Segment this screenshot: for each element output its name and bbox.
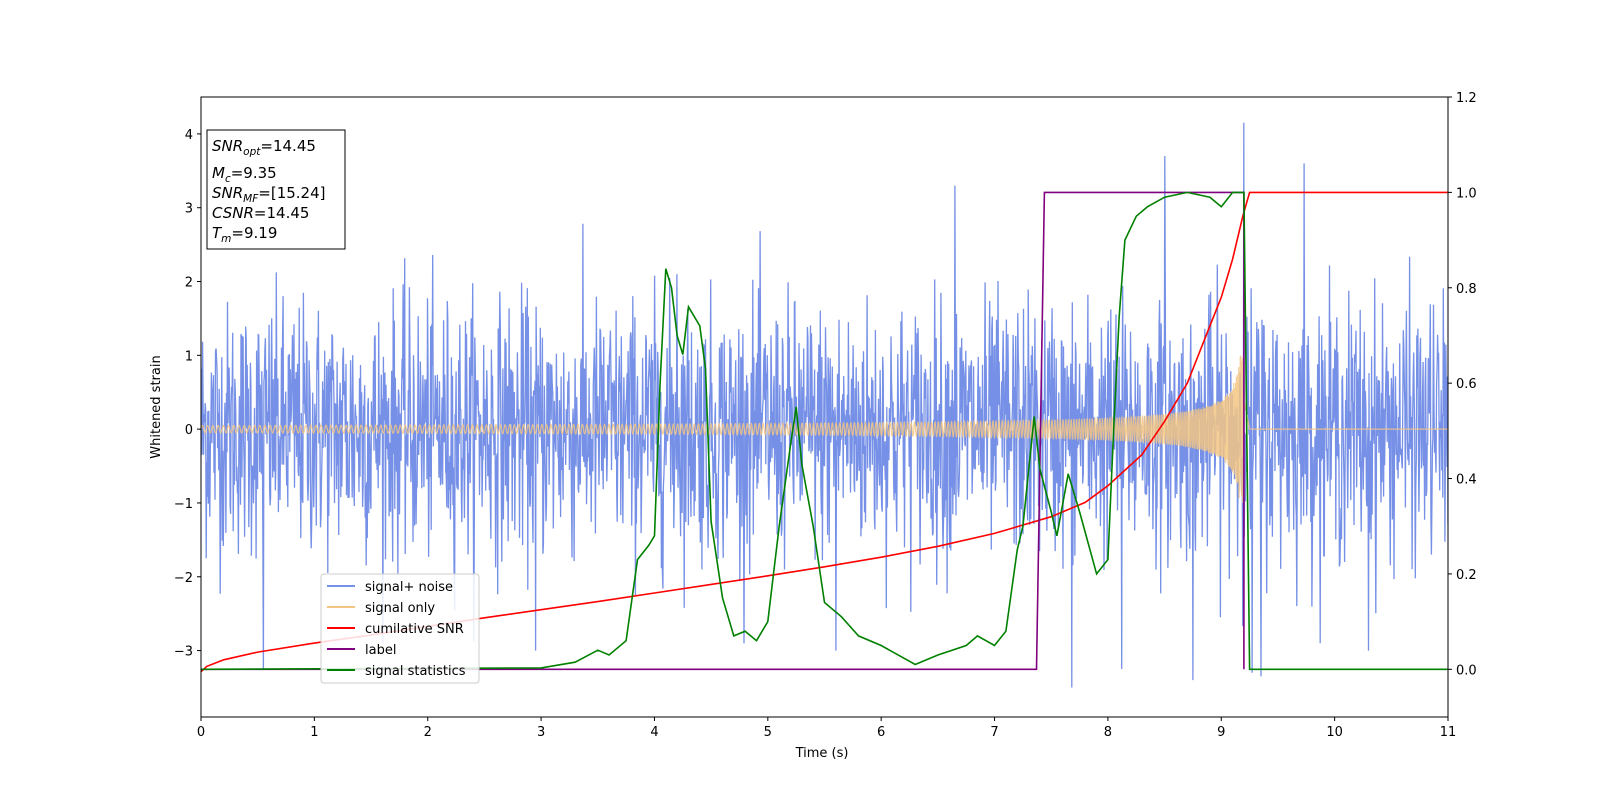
y-tick-label: 3 [185, 202, 193, 217]
annotation-line: CSNR=14.45 [212, 204, 309, 222]
y2-tick-label: 0.0 [1456, 663, 1477, 678]
legend-entry-label: label [365, 643, 396, 658]
x-tick-label: 10 [1326, 725, 1343, 740]
annotation-line: SNRopt=14.45 [212, 137, 316, 158]
x-tick-label: 2 [424, 725, 432, 740]
legend-frame [320, 573, 480, 684]
x-tick-label: 11 [1440, 725, 1457, 740]
y-axis-label: Whitened strain [149, 355, 164, 458]
y-tick-label: 2 [185, 276, 193, 291]
x-tick-label: 6 [877, 725, 885, 740]
legend: signal+ noise signal only cumilative SNR la… [320, 573, 480, 684]
annotation-frame [206, 129, 346, 250]
legend-entry-label: cumilative SNR [365, 622, 464, 637]
annotation-line: Mc=9.35 [212, 164, 277, 185]
y-axis-right: 0.0 0.2 0.4 0.6 0.8 1.0 1.2 [1448, 91, 1477, 678]
x-tick-label: 4 [650, 725, 658, 740]
y2-tick-label: 1.2 [1456, 91, 1477, 106]
x-tick-label: 9 [1217, 725, 1225, 740]
x-tick-label: 8 [1104, 725, 1112, 740]
annotation-line: Tm=9.19 [212, 224, 277, 245]
y-tick-label: −2 [174, 571, 193, 586]
x-axis: 0 1 2 3 4 5 6 7 8 9 10 11 [197, 717, 1456, 740]
x-tick-label: 3 [537, 725, 545, 740]
y-axis-left: −3 −2 −1 0 1 2 3 4 [174, 128, 201, 660]
legend-entry-label: signal+ noise [365, 580, 453, 595]
y-tick-label: 4 [185, 128, 193, 143]
annotation-line: SNRMF=[15.24] [212, 184, 326, 205]
y-tick-label: −1 [174, 497, 193, 512]
series-signal-statistics-line [201, 191, 1448, 671]
x-tick-label: 5 [764, 725, 772, 740]
y-tick-label: 0 [185, 423, 193, 438]
y2-tick-label: 0.2 [1456, 568, 1477, 583]
series-signal-only-line [201, 355, 1448, 503]
legend-entry-label: signal statistics [365, 664, 466, 679]
y2-tick-label: 1.0 [1456, 186, 1477, 201]
y2-tick-label: 0.4 [1456, 473, 1477, 488]
y2-tick-label: 0.6 [1456, 377, 1477, 392]
y2-tick-label: 0.8 [1456, 282, 1477, 297]
y-tick-label: −3 [174, 645, 193, 660]
x-tick-label: 0 [197, 725, 205, 740]
stats-annotation-box: SNRopt=14.45 Mc=9.35SNRMF=[15.24]CSNR=14.… [206, 129, 346, 250]
x-tick-label: 1 [310, 725, 318, 740]
x-axis-label: Time (s) [795, 746, 849, 761]
series-label-line [201, 191, 1245, 671]
x-tick-label: 7 [990, 725, 998, 740]
legend-entry-label: signal only [365, 601, 435, 616]
y-tick-label: 1 [185, 349, 193, 364]
plot-frame [200, 96, 1449, 718]
